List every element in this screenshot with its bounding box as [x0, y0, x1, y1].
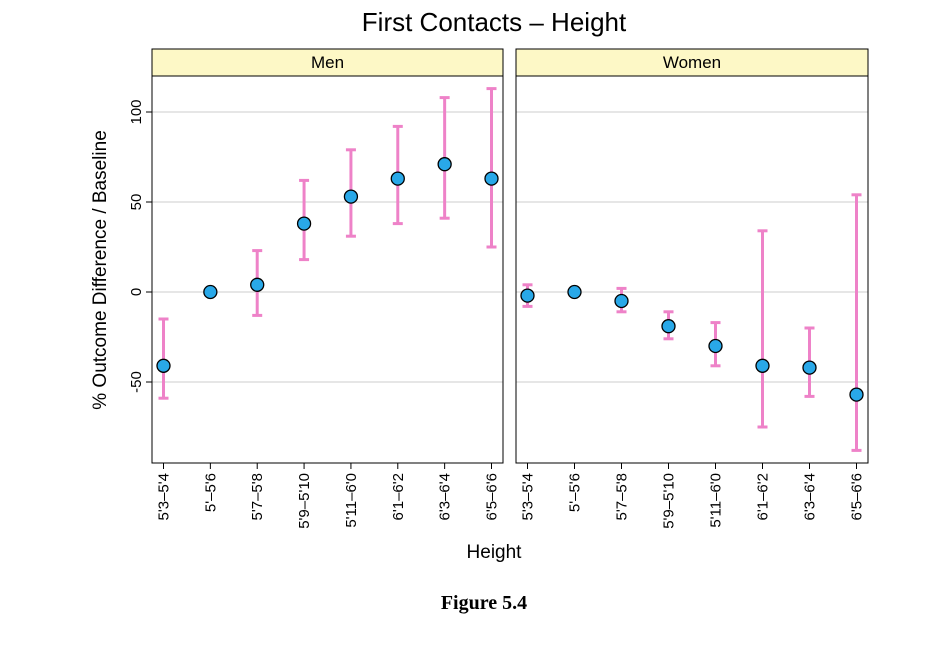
panel-strip — [151, 48, 504, 77]
data-point — [520, 288, 535, 303]
data-point — [203, 284, 218, 300]
data-point — [484, 171, 499, 186]
data-point — [661, 319, 676, 334]
data-point — [614, 293, 629, 309]
x-tick-label: 5'3–5'4 — [520, 473, 537, 520]
y-axis-label: % Outcome Difference / Baseline — [90, 130, 111, 410]
plot-area: Men 5'3–5'4 5'–5'6 5'7–5'8 5'9–5'10 5'11–6'0 6… — [128, 48, 869, 529]
x-tick-label: 6'1–6'2 — [390, 473, 407, 520]
panel-strip-label: Women — [663, 53, 721, 72]
panel-frame — [515, 75, 869, 464]
panel-women: Women 5'3–5'4 5'–5'6 5'7–5'8 5'9–5'10 5'11–6'… — [515, 48, 869, 529]
x-tick-label: 6'3–6'4 — [437, 473, 454, 520]
panel-strip — [515, 48, 869, 77]
data-point — [755, 358, 770, 373]
x-tick-label: 5'9–5'10 — [296, 473, 313, 529]
data-point — [156, 358, 171, 373]
data-point — [296, 216, 312, 231]
x-tick-label: 6'1–6'2 — [755, 473, 772, 520]
x-tick-label: 5'11–6'0 — [708, 473, 725, 528]
x-tick-label: 5'11–6'0 — [343, 473, 360, 528]
y-tick-label: 50 — [128, 194, 145, 211]
panel-strip-label: Men — [311, 53, 344, 72]
data-point — [250, 277, 265, 292]
data-point — [708, 338, 723, 354]
x-tick-label: 5'9–5'10 — [661, 473, 678, 529]
x-tick-label: 5'–5'6 — [202, 473, 219, 512]
figure-caption: Figure 5.4 — [441, 592, 527, 614]
error-bar — [486, 87, 497, 249]
data-point — [567, 284, 582, 300]
x-tick-label: 5'3–5'4 — [156, 473, 173, 520]
data-point — [390, 171, 405, 186]
data-point — [437, 157, 452, 172]
chart-title: First Contacts – Height — [362, 7, 627, 37]
error-bar — [851, 193, 862, 452]
y-tick-label: -50 — [128, 371, 145, 393]
data-point — [343, 189, 359, 204]
x-tick-label: 6'3–6'4 — [802, 473, 819, 520]
x-tick-label: 5'7–5'8 — [249, 473, 266, 520]
x-tick-label: 6'5–6'6 — [484, 473, 501, 520]
x-tick-label: 5'–5'6 — [567, 473, 584, 512]
y-tick-label: 100 — [128, 99, 145, 124]
x-tick-label: 5'7–5'8 — [614, 473, 631, 520]
y-tick-label: 0 — [128, 288, 145, 296]
error-bar — [757, 229, 768, 429]
panel-men: Men 5'3–5'4 5'–5'6 5'7–5'8 5'9–5'10 5'11–6'0 6… — [151, 48, 504, 529]
x-axis-label: Height — [467, 542, 523, 563]
data-point — [849, 387, 864, 402]
x-tick-label: 6'5–6'6 — [849, 473, 866, 520]
data-point — [802, 360, 817, 375]
panel-frame — [151, 75, 504, 464]
error-bar — [158, 317, 169, 400]
